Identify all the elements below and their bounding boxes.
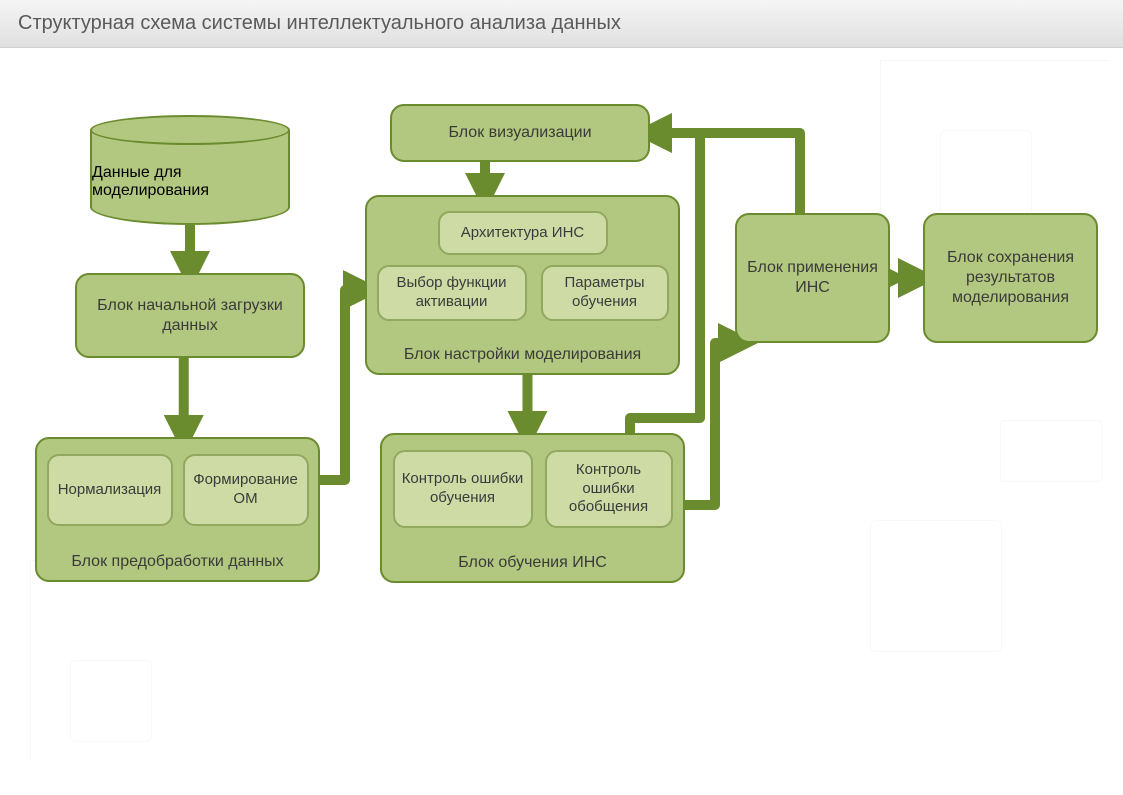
- subnode-om: Формирование ОМ: [183, 454, 309, 526]
- node-preproc: Нормализация Формирование ОМ Блок предобра…: [35, 437, 320, 582]
- subnode-label-err_train: Контроль ошибки обучения: [401, 470, 525, 508]
- subnode-label-err_gen: Контроль ошибки обобщения: [553, 461, 665, 517]
- node-label-load: Блок начальной загрузки данных: [85, 296, 295, 336]
- node-viz: Блок визуализации: [390, 104, 650, 162]
- subnode-arch: Архитектура ИНС: [438, 211, 608, 255]
- subnode-params: Параметры обучения: [541, 265, 669, 321]
- edge: [685, 343, 740, 505]
- page-title: Структурная схема системы интеллектуальн…: [18, 12, 621, 35]
- diagram-canvas: Данные для моделирования Блок начальной з…: [0, 48, 1123, 795]
- subnode-err_gen: Контроль ошибки обобщения: [545, 450, 673, 528]
- node-train: Контроль ошибки обучения Контроль ошибки …: [380, 433, 685, 583]
- node-label-preproc: Блок предобработки данных: [71, 552, 283, 572]
- subnode-label-act: Выбор функции активации: [385, 274, 519, 312]
- subnode-act: Выбор функции активации: [377, 265, 527, 321]
- subnode-label-norm: Нормализация: [58, 481, 162, 500]
- node-apply: Блок применения ИНС: [735, 213, 890, 343]
- subnode-label-om: Формирование ОМ: [191, 471, 301, 509]
- node-label-apply: Блок применения ИНС: [745, 258, 880, 298]
- node-label-data_cyl: Данные для моделирования: [92, 164, 288, 200]
- node-load: Блок начальной загрузки данных: [75, 273, 305, 358]
- subnode-label-params: Параметры обучения: [549, 274, 661, 312]
- node-label-save: Блок сохранения результатов моделировани…: [933, 248, 1088, 308]
- subnode-label-arch: Архитектура ИНС: [461, 224, 585, 243]
- edge: [320, 290, 365, 480]
- node-label-viz: Блок визуализации: [448, 123, 591, 143]
- node-label-train: Блок обучения ИНС: [458, 553, 607, 573]
- node-data_cyl: Данные для моделирования: [90, 115, 290, 225]
- node-config: Архитектура ИНС Выбор функции активации Па…: [365, 195, 680, 375]
- node-label-config: Блок настройки моделирования: [404, 345, 641, 365]
- title-bar: Структурная схема системы интеллектуальн…: [0, 0, 1123, 48]
- subnode-norm: Нормализация: [47, 454, 173, 526]
- subnode-err_train: Контроль ошибки обучения: [393, 450, 533, 528]
- node-save: Блок сохранения результатов моделировани…: [923, 213, 1098, 343]
